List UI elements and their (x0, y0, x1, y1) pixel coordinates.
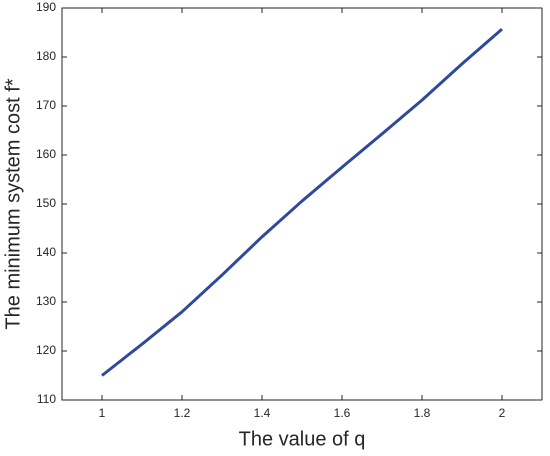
y-axis-label: The minimum system cost f* (2, 78, 24, 329)
x-tick-label: 1.4 (254, 406, 271, 420)
x-axis-label: The value of q (239, 428, 366, 450)
y-tick-label: 180 (36, 49, 56, 63)
x-tick-label: 1.2 (174, 406, 191, 420)
y-tick-label: 190 (36, 0, 56, 14)
y-tick-label: 150 (36, 196, 56, 210)
y-tick-label: 140 (36, 245, 56, 259)
x-tick-label: 1 (99, 406, 106, 420)
y-tick-label: 170 (36, 98, 56, 112)
data-line (101, 27, 503, 377)
x-tick-label: 2 (499, 406, 506, 420)
plot-frame (61, 7, 543, 401)
y-tick-label: 120 (36, 343, 56, 357)
y-tick-label: 160 (36, 147, 56, 161)
x-tick-label: 1.6 (334, 406, 351, 420)
x-tick-label: 1.8 (414, 406, 431, 420)
y-tick-label: 110 (37, 392, 56, 406)
y-tick-label: 130 (36, 294, 56, 308)
